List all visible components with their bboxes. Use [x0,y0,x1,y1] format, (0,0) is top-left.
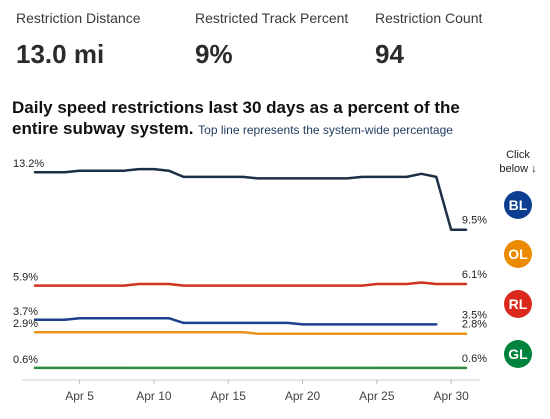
red-line-button[interactable]: RL [504,290,532,318]
series-end-label: 3.5% [462,309,487,321]
series-start-label: 0.6% [13,354,38,366]
x-tick-label: Apr 10 [136,389,172,403]
chart-headline: Daily speed restrictions last 30 days as… [12,97,482,141]
x-tick-label: Apr 25 [359,389,395,403]
series-line-rl [33,281,468,287]
series-end-label: 0.6% [462,353,487,365]
series-end-label: 2.8% [462,319,487,331]
orange-line-button[interactable]: OL [504,240,532,268]
stat-value: 13.0 mi [16,39,105,69]
stat-restriction-distance: Restriction Distance 13.0 mi [16,10,141,70]
click-hint: Click below ↓ [499,149,537,175]
series-start-label: 2.9% [13,318,38,330]
chart-title: Daily speed restrictions last 30 days as… [12,98,460,138]
stats-bar: Restriction Distance 13.0 mi Restricted … [16,10,536,72]
x-tick-label: Apr 15 [211,389,247,403]
x-tick-label: Apr 30 [433,389,469,403]
green-line-button-label: GL [508,346,528,362]
series-end-label: 9.5% [462,215,487,227]
x-tick-label: Apr 5 [65,389,94,403]
chart-subtitle: Top line represents the system-wide perc… [198,123,453,137]
green-line-button[interactable]: GL [504,340,532,368]
stat-label: Restriction Count [375,10,483,26]
blue-line-button[interactable]: BL [504,191,532,219]
stat-label: Restriction Distance [16,10,141,26]
red-line-button-label: RL [508,296,528,312]
series-start-label: 13.2% [13,158,44,170]
series-line-ol [33,330,468,335]
stat-value: 94 [375,39,404,69]
stat-label: Restricted Track Percent [195,10,349,26]
series-line-system [33,167,468,231]
series-start-label: 5.9% [13,272,38,284]
stat-restriction-count: Restriction Count 94 [375,10,482,70]
blue-line-button-label: BL [508,197,528,213]
x-tick-label: Apr 20 [285,389,321,403]
orange-line-button-label: OL [508,246,528,262]
series-line-bl [33,316,438,326]
series-start-label: 3.7% [13,306,38,318]
series-end-label: 6.1% [462,269,487,281]
stat-value: 9% [195,39,233,69]
stat-restricted-track-percent: Restricted Track Percent 9% [195,10,348,70]
